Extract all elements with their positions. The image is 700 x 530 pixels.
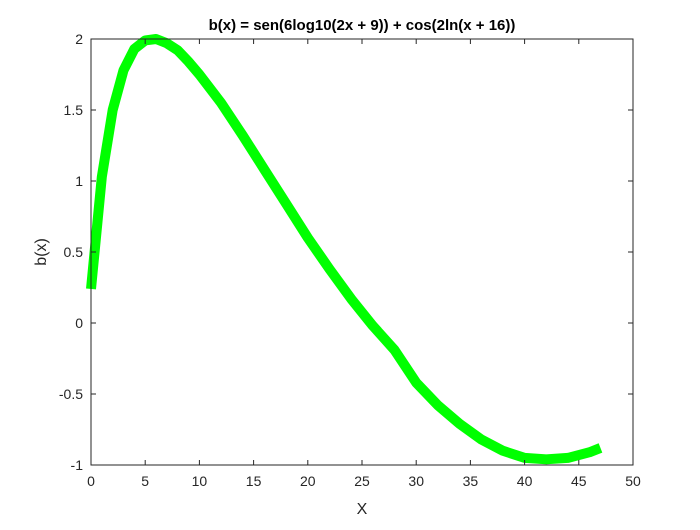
y-axis-label: b(x) [33,238,50,266]
y-tick-label: -0.5 [59,386,83,402]
y-tick-label: 0.5 [64,244,84,260]
y-tick-label: 0 [75,315,83,331]
x-tick-label: 0 [87,473,95,489]
y-tick-label: 1 [75,173,83,189]
plot-area [91,39,633,465]
ticks-layer: 0 5 10 15 20 25 30 35 40 45 50 -1 -0.5 0 0.5 1 1.5 2 [59,31,641,489]
x-tick-label: 20 [300,473,316,489]
x-tick-label: 5 [141,473,149,489]
x-tick-label: 40 [517,473,533,489]
x-tick-label: 50 [625,473,641,489]
x-tick-label: 30 [408,473,424,489]
y-tick-label: -1 [71,457,84,473]
y-tick-label: 1.5 [64,102,84,118]
series-line [86,34,603,465]
x-tick-label: 35 [463,473,479,489]
x-tick-label: 10 [192,473,208,489]
x-tick-label: 25 [354,473,370,489]
y-tick-label: 2 [75,31,83,47]
series-layer [86,34,603,465]
x-tick-label: 45 [571,473,587,489]
x-tick-label: 15 [246,473,262,489]
x-axis-label: X [357,501,368,518]
chart-title: b(x) = sen(6log10(2x + 9)) + cos(2ln(x +… [209,17,516,34]
